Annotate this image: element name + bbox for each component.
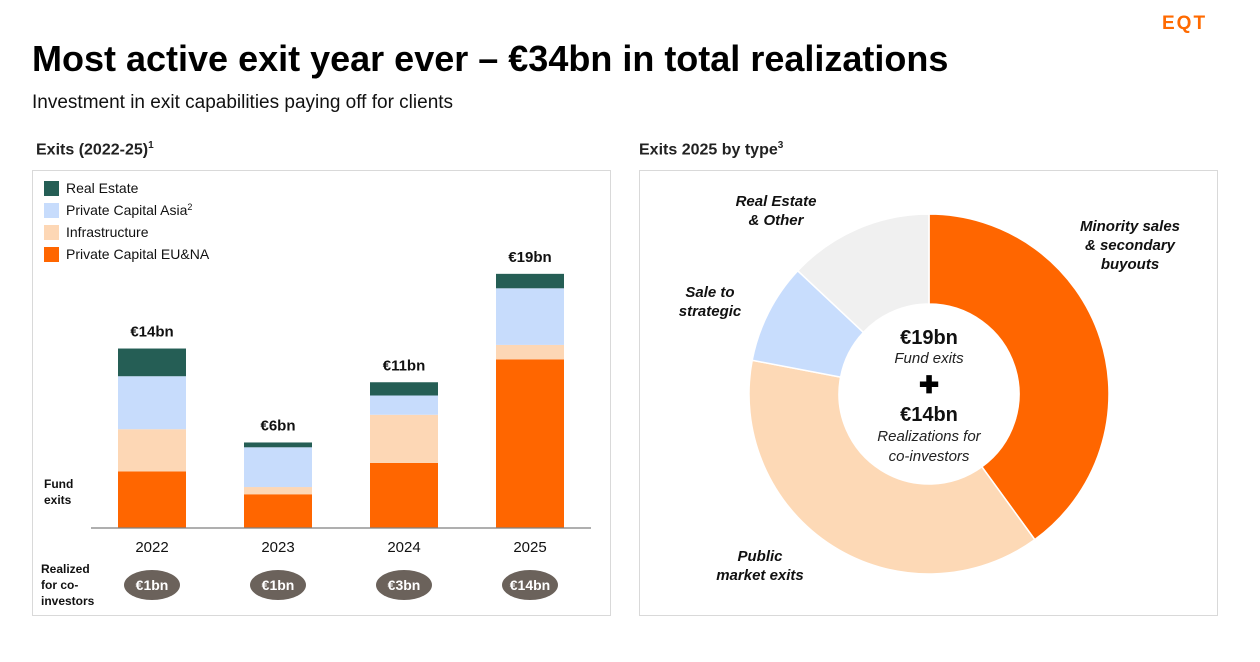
realized-co-investors-label: for co- [41,578,78,592]
page-subtitle: Investment in exit capabilities paying o… [32,92,454,113]
realized-co-investors-label: investors [41,594,95,608]
legend-swatch-real-estate [44,181,59,196]
bar-2025-private-capital-eu-na [496,359,564,528]
slice-label-sale-to-strategic: Sale to [685,284,734,301]
co-investor-value-2024: €3bn [388,577,421,593]
bar-total-label-2022: €14bn [130,324,173,341]
exits-section-title: Exits (2022-25)1 [36,140,154,159]
bar-2023-infrastructure [244,487,312,495]
bar-2024-real-estate [370,382,438,396]
x-tick-label-2024: 2024 [387,539,420,556]
donut-chart-panel: Minority sales & secondary buyouts Public ma… [639,170,1218,616]
bar-total-label-2024: €11bn [383,357,426,374]
bar-2022-private-capital-eu-na [118,471,186,528]
bar-2023-private-capital-eu-na [244,494,312,528]
bar-2024-private-capital-eu-na [370,462,438,528]
center-fund-label: Fund exits [894,350,964,367]
legend-swatch-private-capital-eu-na [44,247,59,262]
co-investor-pill-2022 [124,570,180,600]
x-tick-label-2022: 2022 [135,539,168,556]
bar-total-label-2025: €19bn [508,249,551,266]
bar-2024-private-capital-asia [370,395,438,415]
slice-label-real-estate-other: Real Estate [736,193,817,210]
slice-label-public-market-exits: market exits [716,567,804,584]
center-fund-value: €19bn [900,327,958,349]
slice-label-public-market-exits: Public [737,548,783,565]
donut-slice-public-market-exits [748,359,1036,575]
slice-label-minority-sales-secondary-buyouts: Minority sales [1080,218,1180,235]
slice-label-real-estate-other: & Other [748,212,804,229]
legend-footnote: 2 [187,202,192,212]
center-plus-icon: ✚ [919,372,939,399]
stacked-bar-chart: Real Estate Private Capital Asia2 Infrastr… [41,180,591,608]
bar-2025-infrastructure [496,344,564,360]
bar-2023-private-capital-asia [244,447,312,488]
bar-2022-private-capital-asia [118,376,186,430]
co-investor-value-2025: €14bn [510,577,550,593]
legend-label-private-capital-asia: Private Capital Asia2 [66,202,192,218]
bar-2025-private-capital-asia [496,288,564,345]
slice-label-minority-sales-secondary-buyouts: buyouts [1101,256,1159,273]
fund-exits-label: exits [44,493,72,507]
x-tick-label-2025: 2025 [513,539,546,556]
fund-exits-label: Fund [44,477,73,491]
center-coinvestor-label: co-investors [889,448,970,465]
types-section-title: Exits 2025 by type3 [639,140,784,159]
co-investor-value-2022: €1bn [136,577,169,593]
co-investor-pill-2024 [376,570,432,600]
bar-chart-panel: Real Estate Private Capital Asia2 Infrastr… [32,170,611,616]
center-coinvestor-value: €14bn [900,404,958,426]
bar-2023-real-estate [244,442,312,448]
bar-total-label-2023: €6bn [260,417,295,434]
slice-label-sale-to-strategic: strategic [679,303,742,320]
bar-2022-infrastructure [118,429,186,472]
legend-label-infrastructure: Infrastructure [66,224,149,240]
slice-label-minority-sales-secondary-buyouts: & secondary [1085,237,1176,254]
legend-label-private-capital-eu-na: Private Capital EU&NA [66,246,210,262]
center-coinvestor-label: Realizations for [877,428,981,445]
co-investor-pill-2023 [250,570,306,600]
donut-slice-real-estate-other [796,213,930,334]
bar-2025-real-estate [496,273,564,289]
legend-swatch-private-capital-asia [44,203,59,218]
page-title: Most active exit year ever – €34bn in to… [32,38,949,79]
co-investor-pill-2025 [502,570,558,600]
x-tick-label-2023: 2023 [261,539,294,556]
donut-chart: Minority sales & secondary buyouts Public ma… [679,193,1180,584]
bar-2024-infrastructure [370,414,438,463]
co-investor-value-2023: €1bn [262,577,295,593]
eqt-logo: EQT [1162,13,1208,34]
donut-slice-minority-sales-secondary-buyouts [928,213,1110,541]
realized-co-investors-label: Realized [41,562,90,576]
legend-swatch-infrastructure [44,225,59,240]
legend-label-real-estate: Real Estate [66,180,139,196]
bar-2022-real-estate [118,348,186,377]
